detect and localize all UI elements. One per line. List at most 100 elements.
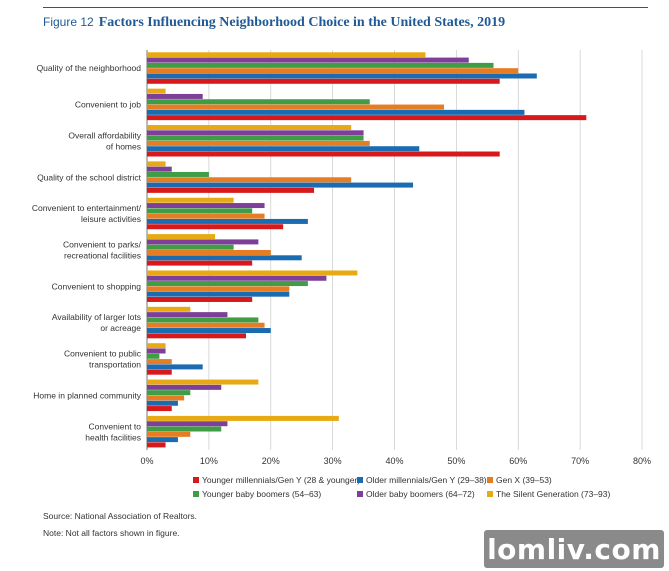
bar [147,109,525,115]
category-label: Convenient to [89,421,142,431]
bar [147,437,178,443]
bar [147,73,537,79]
legend-swatch [487,477,493,483]
bar [147,353,160,359]
bar [147,182,414,188]
bar [147,125,352,131]
watermark-text: lomliv.com [487,532,661,566]
bar [147,348,166,354]
category-label: Quality of the school district [37,172,142,182]
category-label: Overall affordability [68,130,141,140]
bar [147,431,191,437]
category-label: Convenient to parks/ [63,240,142,250]
bar [147,171,209,177]
bar [147,62,494,68]
legend-swatch [357,477,363,483]
x-tick-label: 20% [262,456,280,466]
category-label: Quality of the neighborhood [37,63,142,73]
legend-label: Younger millennials/Gen Y (28 & younger) [202,475,360,485]
bar [147,130,364,136]
legend-swatch [487,491,493,497]
bar [147,255,302,261]
bar [147,395,185,401]
bar [147,384,222,390]
bar [147,400,178,406]
bar [147,213,265,219]
bar [147,197,234,203]
bar [147,359,172,365]
bar [147,260,253,266]
bar [147,177,352,183]
bar [147,151,500,157]
bar [147,161,166,167]
category-label: of homes [106,141,141,151]
figure-title: Figure 12 Factors Influencing Neighborhoo… [43,15,505,31]
bar [147,379,259,385]
bar [147,364,203,370]
legend-label: Younger baby boomers (54–63) [202,489,321,499]
legend-label: The Silent Generation (73–93) [496,489,611,499]
bar [147,239,259,245]
bar [147,93,203,99]
bar [147,234,216,240]
category-label: Convenient to job [75,100,141,110]
bar [147,250,271,255]
bar [147,166,172,172]
bar [147,296,253,302]
legend-swatch [193,477,199,483]
x-tick-label: 60% [509,456,527,466]
watermark-logo: lomliv.com [484,530,664,568]
bar [147,369,172,375]
bar [147,146,420,152]
bar [147,333,246,339]
x-tick-label: 30% [324,456,342,466]
category-label: Availability of larger lots [52,312,141,322]
bar [147,218,308,224]
bar [147,421,228,427]
bar [147,426,222,432]
category-label: leisure activities [81,214,141,224]
bar [147,244,234,250]
bar [147,390,191,396]
x-tick-label: 80% [633,456,651,466]
bar [147,52,426,58]
bar [147,343,166,349]
bar [147,68,519,74]
legend-swatch [193,491,199,497]
bar [147,291,290,297]
x-tick-label: 50% [447,456,465,466]
x-tick-label: 0% [140,456,153,466]
bar [147,312,228,318]
bar [147,270,358,276]
bar [147,88,166,94]
bar [147,442,166,448]
top-rule [43,7,648,8]
bar [147,317,259,323]
bar [147,208,253,214]
bar [147,57,469,63]
bar-chart: 0% 10% 20% 30% 40% 50% 60% 70% 80% Quality of the… [32,50,651,499]
legend-label: Older baby boomers (64–72) [366,489,475,499]
category-label: or acreage [100,323,141,333]
source-note: Source: National Association of Realtors… [43,511,198,521]
category-label: recreational facilities [64,251,141,261]
bar [147,286,290,292]
bar [147,104,444,110]
bar [147,99,370,105]
category-label: transportation [89,360,141,370]
bar [147,415,339,421]
x-tick-label: 40% [385,456,403,466]
bar [147,224,284,230]
category-label: Convenient to public [64,349,142,359]
bar [147,275,327,281]
category-label: Home in planned community [33,390,141,400]
bar [147,187,315,193]
bar [147,135,364,141]
legend-label: Gen X (39–53) [496,475,552,485]
bar [147,115,587,121]
bar [147,306,191,312]
category-label: health facilities [85,432,141,442]
bar [147,78,500,84]
bar [147,203,265,209]
category-label: Convenient to shopping [52,281,142,291]
